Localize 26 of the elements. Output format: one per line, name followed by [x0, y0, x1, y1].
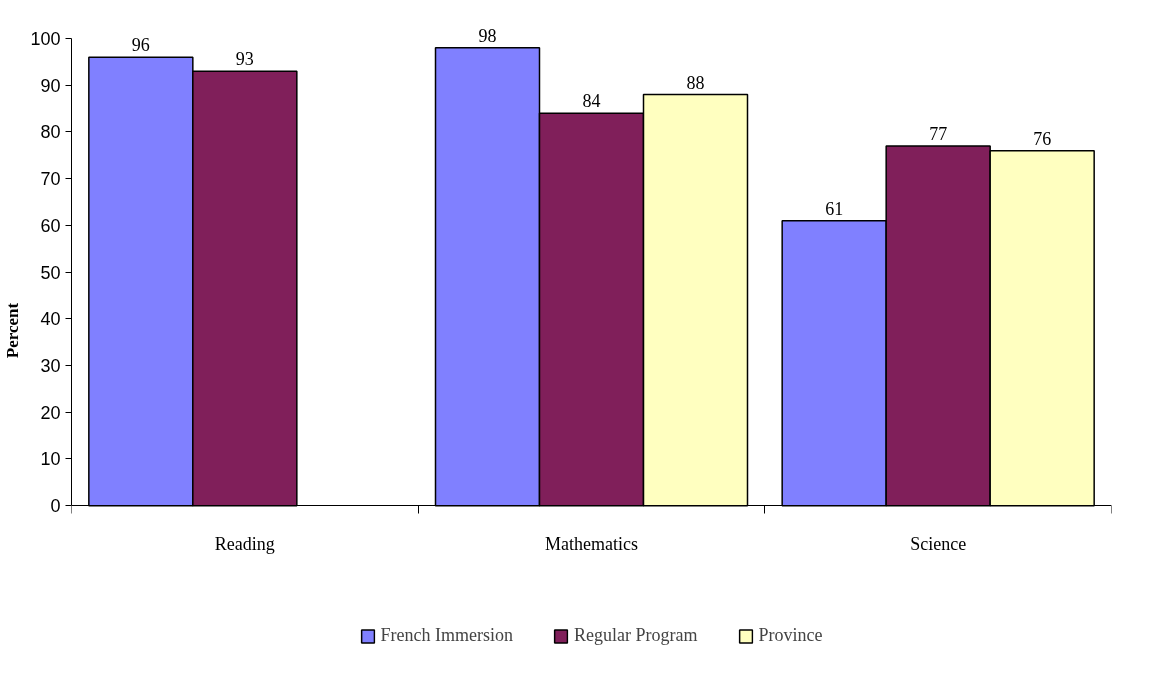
y-axis-title: Percent [3, 302, 23, 359]
data-label: 77 [929, 123, 948, 144]
y-tick-label: 90 [40, 75, 61, 96]
data-label: 93 [235, 49, 254, 70]
y-tick-label: 80 [40, 122, 61, 143]
y-tick-label: 40 [40, 309, 61, 330]
data-label: 61 [825, 198, 844, 219]
legend-label: Province [758, 625, 823, 646]
y-tick-label: 50 [40, 262, 61, 283]
legend-label: French Immersion [380, 625, 514, 646]
y-tick-label: 0 [50, 496, 61, 517]
x-tick-label: Mathematics [545, 533, 638, 554]
data-label: 88 [686, 72, 705, 93]
y-tick-label: 70 [40, 169, 61, 190]
x-tick-label: Reading [214, 533, 275, 554]
data-label: 84 [582, 91, 601, 112]
data-label: 96 [131, 35, 150, 56]
y-tick-label: 10 [40, 449, 61, 470]
data-label: 98 [478, 25, 497, 46]
y-tick-label: 30 [40, 356, 61, 377]
y-tick-label: 60 [40, 215, 61, 236]
y-tick-label: 20 [40, 402, 61, 423]
y-tick-label: 100 [30, 29, 61, 50]
legend-label: Regular Program [574, 625, 698, 646]
x-tick-label: Science [910, 533, 967, 554]
data-label: 76 [1033, 128, 1052, 149]
